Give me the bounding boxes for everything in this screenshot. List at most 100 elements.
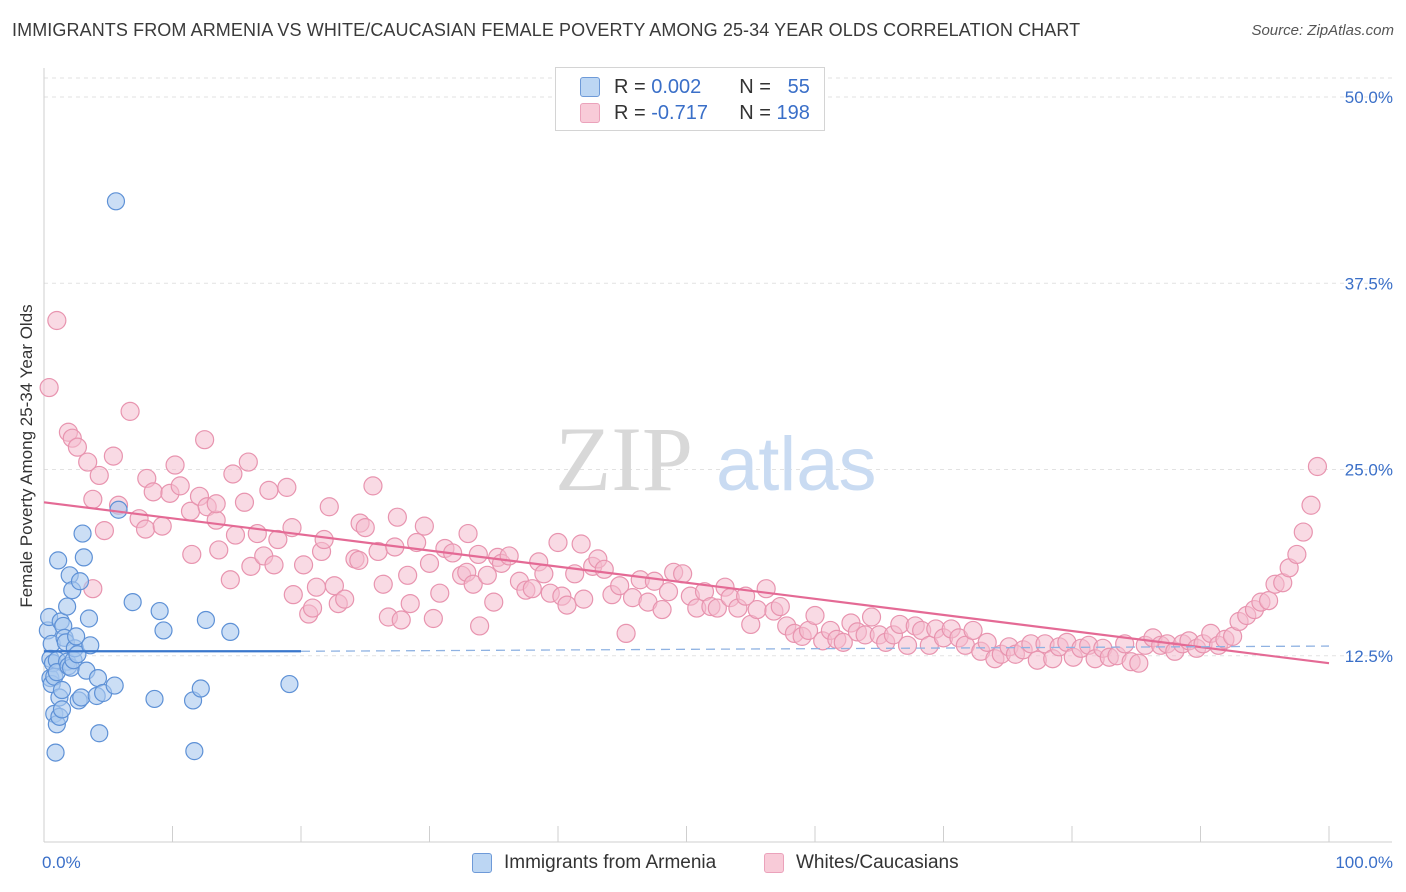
whites-point <box>1129 653 1149 673</box>
armenia-point <box>150 601 169 621</box>
whites-swatch <box>580 103 600 123</box>
armenia-points <box>38 192 299 762</box>
legend-label-whites: Whites/Caucasians <box>796 852 959 873</box>
y-tick-label: 37.5% <box>1345 274 1393 293</box>
armenia-point <box>81 636 100 655</box>
whites-point <box>259 480 279 500</box>
armenia-point <box>49 551 68 570</box>
whites-point <box>861 607 882 627</box>
whites-point <box>120 401 140 421</box>
whites-point <box>335 589 355 609</box>
legend-item-whites[interactable]: Whites/Caucasians <box>764 852 959 874</box>
whites-point <box>484 592 504 612</box>
whites-trend-line <box>43 501 1330 665</box>
whites-point <box>652 599 672 620</box>
whites-point <box>477 565 497 585</box>
legend-row-armenia: R = 0.002 N = 55 <box>580 74 810 100</box>
whites-point <box>391 610 411 630</box>
y-tick-label: 50.0% <box>1345 88 1393 107</box>
whites-point <box>206 510 226 530</box>
armenia-point <box>67 627 86 646</box>
armenia-point <box>109 500 128 519</box>
whites-point <box>1301 495 1321 515</box>
whites-point <box>610 576 630 596</box>
whites-point <box>170 476 190 496</box>
whites-point <box>67 437 88 457</box>
r-label: R = <box>614 101 646 124</box>
whites-point <box>349 550 369 570</box>
whites-point <box>277 477 297 497</box>
whites-point <box>897 635 918 655</box>
whites-point <box>135 519 156 539</box>
whites-point <box>400 593 420 614</box>
whites-point <box>522 579 542 599</box>
whites-point <box>195 430 215 450</box>
whites-point <box>293 555 314 575</box>
whites-point <box>306 577 327 597</box>
whites-point <box>220 570 240 590</box>
whites-point <box>1307 456 1328 477</box>
whites-point <box>658 582 679 602</box>
whites-point <box>963 620 983 641</box>
armenia-point <box>73 524 92 543</box>
whites-point <box>89 465 109 486</box>
whites-point <box>458 523 478 544</box>
whites-point <box>534 564 554 584</box>
armenia-point <box>280 674 299 694</box>
whites-point <box>206 494 226 514</box>
whites-point <box>548 532 568 553</box>
armenia-point <box>106 192 126 211</box>
armenia-point <box>185 742 204 761</box>
armenia-swatch <box>580 77 600 97</box>
y-tick-label: 12.5% <box>1345 647 1393 666</box>
whites-point <box>94 520 114 541</box>
whites-point <box>387 507 407 527</box>
n-value: 198 <box>776 101 810 124</box>
whites-point <box>468 544 488 565</box>
n-value: 55 <box>787 75 810 98</box>
whites-point <box>39 377 59 398</box>
whites-point <box>644 571 664 591</box>
armenia-point <box>154 621 173 640</box>
legend-item-armenia[interactable]: Immigrants from Armenia <box>472 852 716 874</box>
source-label: Source: ZipAtlas.com <box>1251 22 1394 39</box>
whites-point <box>414 516 434 536</box>
whites-point <box>165 455 185 475</box>
series-legend: Immigrants from Armenia Whites/Caucasian… <box>0 852 1406 878</box>
armenia-point <box>105 676 124 695</box>
correlation-legend: R = 0.002 N = 55 R = -0.717 N = 198 <box>555 67 825 131</box>
n-label: N = <box>739 101 771 124</box>
whites-point <box>373 574 393 594</box>
whites-point <box>557 595 577 615</box>
armenia-point <box>145 689 164 709</box>
whites-point <box>1287 544 1307 565</box>
y-tick-label: 25.0% <box>1345 461 1393 480</box>
whites-point <box>756 579 776 599</box>
whites-point <box>398 565 418 585</box>
whites-point <box>574 589 594 609</box>
r-value: -0.717 <box>651 101 708 124</box>
whites-point <box>616 623 636 644</box>
whites-point <box>673 564 693 584</box>
armenia-point <box>191 679 210 698</box>
whites-point <box>241 556 261 576</box>
armenia-point <box>221 622 240 642</box>
whites-point <box>283 585 303 605</box>
whites-point <box>419 553 440 573</box>
whites-point <box>209 540 229 560</box>
watermark-zip: ZIP <box>555 408 693 510</box>
axes <box>43 68 1392 843</box>
whites-point <box>319 497 339 517</box>
whites-point <box>143 482 163 502</box>
trend-lines <box>43 501 1330 665</box>
y-axis-label: Female Poverty Among 25-34 Year Olds <box>17 304 36 607</box>
whites-point <box>470 616 490 636</box>
whites-point <box>594 559 614 579</box>
whites-point <box>238 452 258 472</box>
legend-row-whites: R = -0.717 N = 198 <box>580 100 810 126</box>
whites-point <box>571 534 591 554</box>
whites-point <box>363 476 383 496</box>
legend-label-armenia: Immigrants from Armenia <box>504 852 717 873</box>
armenia-legend-swatch <box>472 853 492 873</box>
